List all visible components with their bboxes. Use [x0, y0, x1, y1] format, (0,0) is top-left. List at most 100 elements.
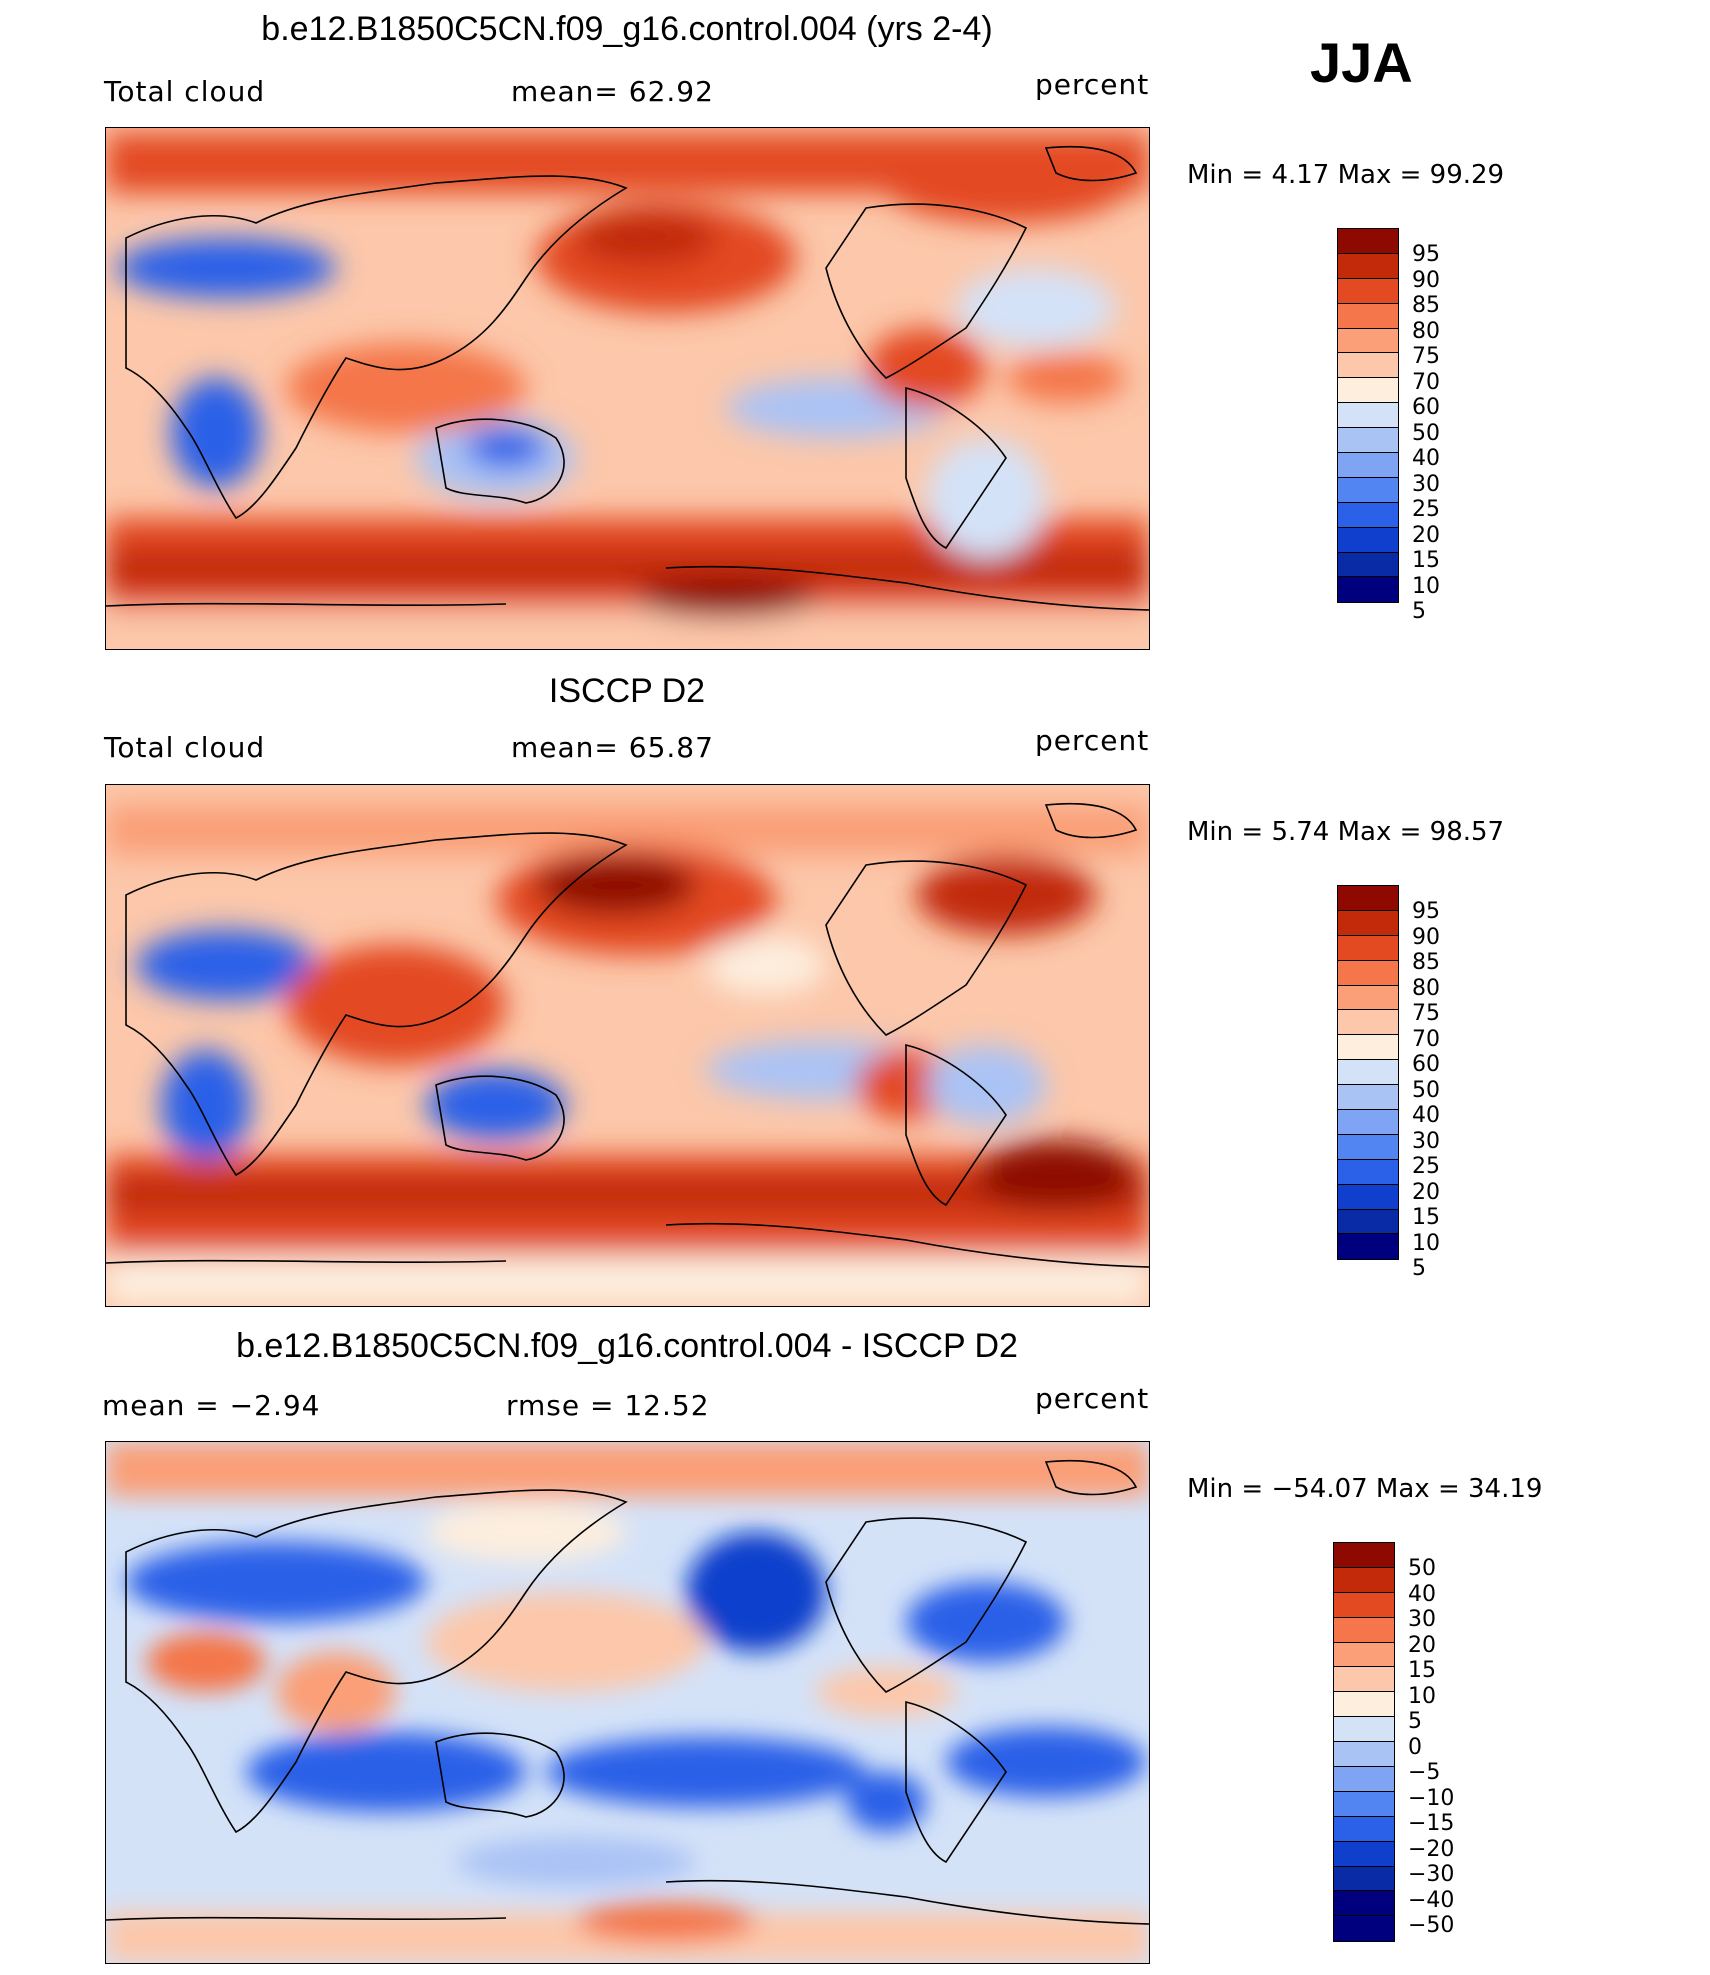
colorbar-tick-label: 80: [1412, 319, 1440, 344]
colorbar-swatch: [1338, 1060, 1398, 1086]
panel-2-mean-label: mean= 65.87: [511, 731, 714, 764]
colorbar-tick-label: 5: [1412, 1256, 1426, 1281]
colorbar-tick-label: −15: [1408, 1811, 1455, 1836]
colorbar-swatch: [1338, 985, 1398, 1011]
panel-3-map: [105, 1441, 1150, 1964]
colorbar-swatch: [1334, 1916, 1394, 1942]
colorbar-swatch: [1334, 1567, 1394, 1593]
colorbar-tick-label: −50: [1408, 1913, 1455, 1938]
colorbar-swatch: [1338, 552, 1398, 578]
colorbar-tick-label: 60: [1412, 1052, 1440, 1077]
colorbar-swatch: [1338, 378, 1398, 404]
colorbar-tick-label: 40: [1408, 1582, 1436, 1607]
colorbar-tick-label: −20: [1408, 1837, 1455, 1862]
colorbar-tick-label: 30: [1412, 472, 1440, 497]
colorbar-tick-label: 30: [1412, 1129, 1440, 1154]
colorbar-swatch: [1338, 303, 1398, 329]
colorbar-swatch: [1338, 960, 1398, 986]
colorbar-tick-label: 50: [1412, 421, 1440, 446]
colorbar-swatch: [1338, 1234, 1398, 1260]
colorbar-swatch: [1338, 328, 1398, 354]
colorbar-swatch: [1338, 1085, 1398, 1111]
colorbar-swatch: [1334, 1667, 1394, 1693]
colorbar-tick-label: 0: [1408, 1735, 1422, 1760]
colorbar-tick-label: −40: [1408, 1888, 1455, 1913]
panel-3-units-label: percent: [1035, 1382, 1150, 1415]
colorbar-tick-label: 70: [1412, 1027, 1440, 1052]
panel-3-minmax: Min = −54.07 Max = 34.19: [1187, 1474, 1543, 1504]
colorbar-tick-label: 15: [1412, 548, 1440, 573]
colorbar-swatch: [1334, 1617, 1394, 1643]
colorbar-tick-label: 25: [1412, 1154, 1440, 1179]
colorbar-swatch: [1338, 403, 1398, 429]
colorbar-tick-label: 90: [1412, 268, 1440, 293]
colorbar-swatch: [1338, 1010, 1398, 1036]
colorbar-swatch: [1338, 935, 1398, 961]
colorbar-tick-label: 5: [1408, 1709, 1422, 1734]
colorbar-swatch: [1334, 1543, 1394, 1568]
panel-2-colorbar: [1337, 885, 1399, 1261]
colorbar-tick-label: 10: [1412, 1231, 1440, 1256]
colorbar-swatch: [1334, 1891, 1394, 1917]
colorbar-tick-label: 95: [1412, 242, 1440, 267]
colorbar-tick-label: 20: [1412, 1180, 1440, 1205]
colorbar-swatch: [1338, 886, 1398, 911]
colorbar-tick-label: 20: [1412, 523, 1440, 548]
colorbar-tick-label: 30: [1408, 1607, 1436, 1632]
panel-1-variable-label: Total cloud: [104, 75, 266, 108]
panel-3-title: b.e12.B1850C5CN.f09_g16.control.004 - IS…: [236, 1327, 1018, 1365]
panel-1-title: b.e12.B1850C5CN.f09_g16.control.004 (yrs…: [261, 10, 993, 48]
colorbar-swatch: [1338, 502, 1398, 528]
colorbar-swatch: [1338, 253, 1398, 279]
colorbar-tick-label: 85: [1412, 950, 1440, 975]
colorbar-tick-label: 15: [1408, 1658, 1436, 1683]
colorbar-tick-label: 10: [1408, 1684, 1436, 1709]
colorbar-tick-label: 60: [1412, 395, 1440, 420]
panel-2-title: ISCCP D2: [548, 672, 706, 710]
colorbar-swatch: [1338, 428, 1398, 454]
panel-1-contour-field: [106, 128, 1149, 649]
panel-3-rmse-label: rmse = 12.52: [506, 1389, 710, 1422]
colorbar-swatch: [1338, 1209, 1398, 1235]
colorbar-swatch: [1338, 577, 1398, 603]
colorbar-tick-label: 15: [1412, 1205, 1440, 1230]
colorbar-swatch: [1338, 1184, 1398, 1210]
colorbar-tick-label: 40: [1412, 1103, 1440, 1128]
colorbar-tick-label: 40: [1412, 446, 1440, 471]
panel-3-contour-field: [106, 1442, 1149, 1963]
colorbar-swatch: [1334, 1816, 1394, 1842]
colorbar-swatch: [1338, 477, 1398, 503]
season-label: JJA: [1310, 31, 1413, 94]
colorbar-swatch: [1338, 527, 1398, 553]
colorbar-swatch: [1338, 278, 1398, 304]
panel-3-colorbar: [1333, 1542, 1395, 1943]
colorbar-swatch: [1334, 1742, 1394, 1768]
colorbar-swatch: [1334, 1642, 1394, 1668]
colorbar-swatch: [1334, 1767, 1394, 1792]
colorbar-swatch: [1338, 910, 1398, 936]
colorbar-tick-label: 10: [1412, 574, 1440, 599]
colorbar-swatch: [1338, 1159, 1398, 1185]
colorbar-swatch: [1338, 1035, 1398, 1061]
colorbar-tick-label: 85: [1412, 293, 1440, 318]
panel-2-variable-label: Total cloud: [104, 731, 266, 764]
panel-2-units-label: percent: [1035, 724, 1150, 757]
colorbar-tick-label: 5: [1412, 599, 1426, 624]
colorbar-tick-label: −5: [1408, 1760, 1441, 1785]
panel-1-minmax: Min = 4.17 Max = 99.29: [1187, 160, 1505, 190]
colorbar-swatch: [1338, 453, 1398, 478]
colorbar-swatch: [1334, 1592, 1394, 1618]
colorbar-tick-label: 50: [1412, 1078, 1440, 1103]
colorbar-tick-label: 80: [1412, 976, 1440, 1001]
colorbar-swatch: [1338, 353, 1398, 379]
colorbar-swatch: [1338, 229, 1398, 254]
panel-2-minmax: Min = 5.74 Max = 98.57: [1187, 817, 1505, 847]
panel-3-mean-label: mean = −2.94: [102, 1389, 321, 1422]
panel-2-map: [105, 784, 1150, 1307]
colorbar-tick-label: 90: [1412, 925, 1440, 950]
panel-1-mean-label: mean= 62.92: [511, 75, 714, 108]
panel-2-contour-field: [106, 785, 1149, 1306]
colorbar-tick-label: 75: [1412, 344, 1440, 369]
colorbar-swatch: [1334, 1692, 1394, 1718]
panel-1-colorbar: [1337, 228, 1399, 604]
